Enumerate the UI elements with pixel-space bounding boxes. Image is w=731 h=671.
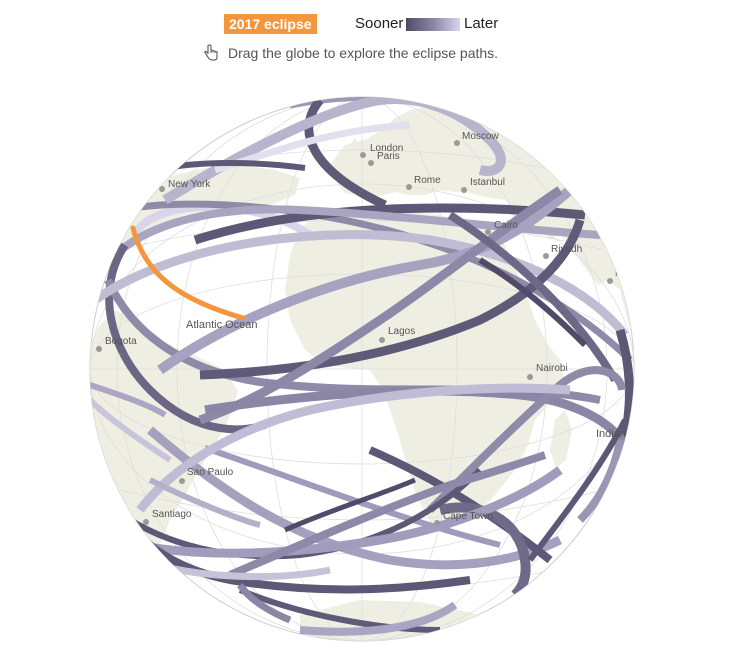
label-atlantic-ocean: Atlantic Ocean [186, 319, 258, 331]
eclipse-path [438, 502, 531, 599]
city-marker [379, 337, 385, 343]
label-mumbai: Mumbai [615, 268, 651, 279]
eclipse-path [90, 382, 167, 418]
label-paris: Paris [377, 151, 400, 162]
eclipse-path [527, 418, 628, 562]
eclipse-path [228, 451, 547, 579]
eclipse-path [299, 601, 458, 636]
eclipse-2017-badge: 2017 eclipse [224, 14, 317, 34]
label-london: London [370, 143, 403, 154]
eclipse-path [90, 397, 172, 463]
city-marker [461, 187, 467, 193]
city-marker [406, 184, 412, 190]
legend-gradient-bar [406, 18, 460, 31]
eclipse-path [147, 426, 563, 570]
eclipse-path [238, 587, 441, 633]
label-cape-town: Cape Town [443, 511, 493, 522]
eclipse-path [283, 477, 416, 533]
eclipse-2017-path[interactable] [130, 225, 246, 321]
city-marker [159, 186, 165, 192]
land-europe-asia [330, 104, 634, 330]
label-riyadh: Riyadh [551, 244, 582, 255]
eclipse-path [148, 477, 261, 528]
city-marker [360, 152, 366, 158]
city-marker [434, 520, 440, 526]
eclipse-path [113, 466, 563, 558]
label-bogota: Bogota [105, 336, 137, 347]
city-marker [527, 374, 533, 380]
eclipse-path [478, 257, 588, 348]
eclipse-path [92, 230, 629, 338]
city-marker [607, 278, 613, 284]
drag-hint: Drag the globe to explore the eclipse pa… [0, 44, 731, 64]
city-marker [96, 346, 102, 352]
land-uk [348, 138, 360, 160]
eclipse-path [237, 582, 292, 624]
label-sao-paulo: Sao Paulo [187, 467, 234, 478]
city-marker [143, 519, 149, 525]
legend-later-label: Later [464, 15, 499, 32]
label-rome: Rome [414, 175, 441, 186]
city-marker [485, 229, 491, 235]
eclipse-paths [90, 97, 634, 636]
hint-text: Drag the globe to explore the eclipse pa… [228, 45, 499, 61]
eclipse-path [368, 446, 553, 564]
map-labels: Moscow London Paris Rome Istanbul New Yo… [105, 131, 661, 522]
legend-sooner-label: Sooner [355, 15, 404, 32]
hand-pointer-icon [204, 44, 218, 61]
eclipse-path [447, 211, 619, 383]
label-new-york: New York [168, 179, 211, 190]
city-markers [96, 140, 613, 526]
legend: 2017 eclipse Sooner Later [0, 12, 731, 36]
city-marker [179, 478, 185, 484]
land-madagascar [550, 410, 572, 468]
label-istanbul: Istanbul [470, 177, 505, 188]
eclipse-path [157, 186, 574, 375]
label-lagos: Lagos [388, 326, 415, 337]
eclipse-path [136, 383, 571, 513]
city-marker [368, 160, 374, 166]
eclipse-path [128, 467, 483, 560]
eclipse-path [198, 186, 563, 425]
eclipse-path [577, 439, 624, 523]
city-marker [454, 140, 460, 146]
label-moscow: Moscow [462, 131, 499, 142]
eclipse-path [204, 445, 501, 548]
city-marker [543, 253, 549, 259]
label-cairo: Cairo [494, 220, 518, 231]
eclipse-path [304, 97, 387, 210]
eclipse-path [199, 218, 585, 380]
label-santiago: Santiago [152, 509, 192, 520]
label-nairobi: Nairobi [536, 363, 568, 374]
label-indian-ocean: Indian Ocean [596, 428, 661, 440]
